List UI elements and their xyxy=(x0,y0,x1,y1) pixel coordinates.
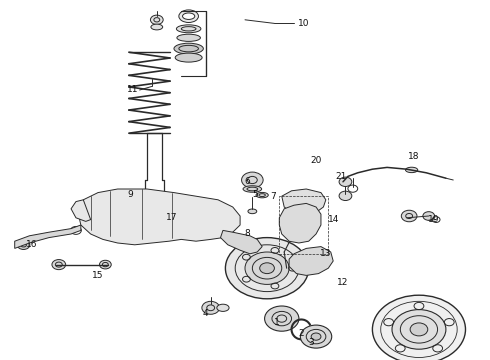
Text: 18: 18 xyxy=(408,152,420,161)
Ellipse shape xyxy=(256,192,269,198)
Text: 10: 10 xyxy=(298,19,310,28)
Ellipse shape xyxy=(177,34,200,41)
Polygon shape xyxy=(78,189,240,245)
Text: 21: 21 xyxy=(335,172,346,181)
Circle shape xyxy=(52,260,66,270)
Text: 3: 3 xyxy=(308,338,314,347)
Ellipse shape xyxy=(182,13,195,19)
Text: 15: 15 xyxy=(92,271,104,280)
Ellipse shape xyxy=(151,24,163,30)
Ellipse shape xyxy=(179,10,198,22)
Ellipse shape xyxy=(174,43,203,54)
Polygon shape xyxy=(220,230,262,254)
Circle shape xyxy=(150,224,159,230)
Text: 16: 16 xyxy=(26,240,38,249)
Circle shape xyxy=(423,212,435,220)
Circle shape xyxy=(410,323,428,336)
Ellipse shape xyxy=(405,167,417,172)
Text: 12: 12 xyxy=(337,278,349,287)
Ellipse shape xyxy=(147,223,162,231)
Circle shape xyxy=(392,310,446,349)
Text: 8: 8 xyxy=(245,230,250,239)
Ellipse shape xyxy=(176,25,201,33)
Ellipse shape xyxy=(217,304,229,311)
Text: 11: 11 xyxy=(126,85,138,94)
Circle shape xyxy=(165,204,183,217)
Circle shape xyxy=(372,295,465,360)
Text: 7: 7 xyxy=(270,192,276,201)
Text: 20: 20 xyxy=(310,156,322,165)
Text: 5: 5 xyxy=(252,190,258,199)
Circle shape xyxy=(260,263,274,274)
Polygon shape xyxy=(282,189,326,214)
Circle shape xyxy=(311,333,321,340)
Text: 6: 6 xyxy=(245,177,250,186)
Circle shape xyxy=(225,238,309,299)
Circle shape xyxy=(150,15,163,24)
Circle shape xyxy=(265,306,299,331)
Ellipse shape xyxy=(248,209,257,214)
Bar xyxy=(279,196,328,254)
Text: 13: 13 xyxy=(320,249,332,258)
Circle shape xyxy=(245,252,289,284)
Polygon shape xyxy=(15,225,81,248)
Circle shape xyxy=(99,260,111,269)
Text: 4: 4 xyxy=(203,309,209,318)
Circle shape xyxy=(88,203,103,215)
Ellipse shape xyxy=(175,53,202,62)
Text: 19: 19 xyxy=(428,215,440,224)
Circle shape xyxy=(202,301,220,314)
Circle shape xyxy=(242,172,263,188)
Polygon shape xyxy=(71,200,91,221)
Circle shape xyxy=(300,325,332,348)
Text: 14: 14 xyxy=(327,215,339,224)
Text: 17: 17 xyxy=(166,213,177,222)
Text: 2: 2 xyxy=(298,328,304,338)
Text: 1: 1 xyxy=(274,318,280,327)
Circle shape xyxy=(401,210,417,222)
Text: 9: 9 xyxy=(127,190,133,199)
Circle shape xyxy=(339,177,352,186)
Ellipse shape xyxy=(243,186,262,192)
Polygon shape xyxy=(279,203,321,243)
Circle shape xyxy=(339,191,352,201)
Circle shape xyxy=(17,240,30,249)
Polygon shape xyxy=(289,247,333,275)
Circle shape xyxy=(209,213,222,223)
